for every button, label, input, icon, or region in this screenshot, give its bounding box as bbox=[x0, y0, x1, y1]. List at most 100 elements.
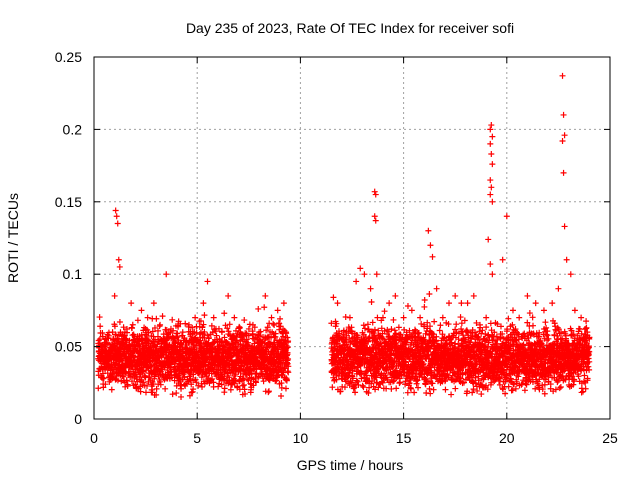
x-tick-label: 25 bbox=[602, 430, 618, 446]
data-point bbox=[142, 389, 149, 396]
y-tick-label: 0.25 bbox=[55, 49, 82, 65]
data-point bbox=[208, 322, 215, 329]
data-point bbox=[560, 169, 567, 176]
data-point bbox=[433, 285, 440, 292]
data-point bbox=[521, 387, 528, 394]
data-point bbox=[478, 391, 485, 398]
data-point bbox=[429, 253, 436, 260]
data-point bbox=[100, 374, 107, 381]
data-point bbox=[485, 236, 492, 243]
data-point bbox=[470, 292, 477, 299]
y-tick-label: 0 bbox=[74, 411, 82, 427]
data-point bbox=[255, 305, 262, 312]
data-point bbox=[509, 387, 516, 394]
data-point bbox=[411, 389, 418, 396]
data-point bbox=[371, 213, 378, 220]
data-point bbox=[457, 314, 464, 321]
data-point bbox=[526, 310, 533, 317]
chart-title: Day 235 of 2023, Rate Of TEC Index for r… bbox=[186, 20, 514, 36]
data-point bbox=[171, 343, 178, 350]
data-point bbox=[415, 384, 422, 391]
data-point bbox=[201, 312, 208, 319]
data-point bbox=[159, 371, 166, 378]
data-point bbox=[96, 314, 103, 321]
data-point bbox=[204, 278, 211, 285]
data-point bbox=[140, 368, 147, 375]
data-point bbox=[113, 213, 120, 220]
data-point bbox=[116, 263, 123, 270]
data-point bbox=[100, 384, 107, 391]
data-point bbox=[404, 303, 411, 310]
data-point bbox=[488, 122, 495, 129]
data-point bbox=[448, 391, 455, 398]
data-point bbox=[360, 322, 367, 329]
data-point bbox=[138, 307, 145, 314]
data-point bbox=[210, 314, 217, 321]
data-point bbox=[487, 191, 494, 198]
data-point bbox=[100, 375, 107, 382]
data-point bbox=[114, 220, 121, 227]
data-point bbox=[583, 318, 590, 325]
data-point bbox=[123, 377, 130, 384]
data-point bbox=[452, 326, 459, 333]
data-point bbox=[200, 300, 207, 307]
data-point bbox=[487, 177, 494, 184]
data-point bbox=[225, 292, 232, 299]
data-point bbox=[153, 385, 160, 392]
data-point bbox=[178, 393, 185, 400]
data-point bbox=[193, 379, 200, 386]
data-point bbox=[150, 300, 157, 307]
data-point bbox=[112, 207, 119, 214]
data-point bbox=[120, 324, 127, 331]
data-point bbox=[442, 386, 449, 393]
data-point bbox=[211, 339, 218, 346]
data-point bbox=[169, 316, 176, 323]
data-point bbox=[231, 314, 238, 321]
data-point bbox=[571, 307, 578, 314]
data-point bbox=[390, 316, 397, 323]
data-point bbox=[439, 314, 446, 321]
data-point bbox=[361, 271, 368, 278]
y-tick-label: 0.15 bbox=[55, 194, 82, 210]
data-points bbox=[95, 72, 593, 400]
data-point bbox=[532, 300, 539, 307]
data-point bbox=[352, 389, 359, 396]
data-point bbox=[567, 271, 574, 278]
data-point bbox=[218, 329, 225, 336]
data-point bbox=[427, 242, 434, 249]
data-point bbox=[555, 285, 562, 292]
data-point bbox=[561, 132, 568, 139]
data-point bbox=[373, 271, 380, 278]
data-point bbox=[489, 161, 496, 168]
data-point bbox=[330, 294, 337, 301]
data-point bbox=[111, 323, 118, 330]
data-point bbox=[152, 336, 159, 343]
data-point bbox=[270, 320, 277, 327]
data-point bbox=[134, 317, 141, 324]
data-point bbox=[417, 314, 424, 321]
data-point bbox=[395, 324, 402, 331]
data-point bbox=[112, 331, 119, 338]
x-tick-label: 20 bbox=[499, 430, 515, 446]
data-point bbox=[173, 390, 180, 397]
data-point bbox=[123, 339, 130, 346]
data-point bbox=[489, 271, 496, 278]
data-point bbox=[199, 383, 206, 390]
data-point bbox=[353, 278, 360, 285]
data-point bbox=[408, 307, 415, 314]
data-point bbox=[559, 137, 566, 144]
data-point bbox=[505, 315, 512, 322]
data-point bbox=[437, 322, 444, 329]
data-point bbox=[346, 314, 353, 321]
data-point bbox=[128, 300, 135, 307]
data-point bbox=[200, 321, 207, 328]
data-point bbox=[149, 328, 156, 335]
data-point bbox=[169, 391, 176, 398]
data-point bbox=[386, 300, 393, 307]
data-point bbox=[157, 381, 164, 388]
data-point bbox=[393, 385, 400, 392]
data-point bbox=[127, 373, 134, 380]
data-point bbox=[115, 332, 122, 339]
data-point bbox=[516, 314, 523, 321]
data-point bbox=[116, 319, 123, 326]
